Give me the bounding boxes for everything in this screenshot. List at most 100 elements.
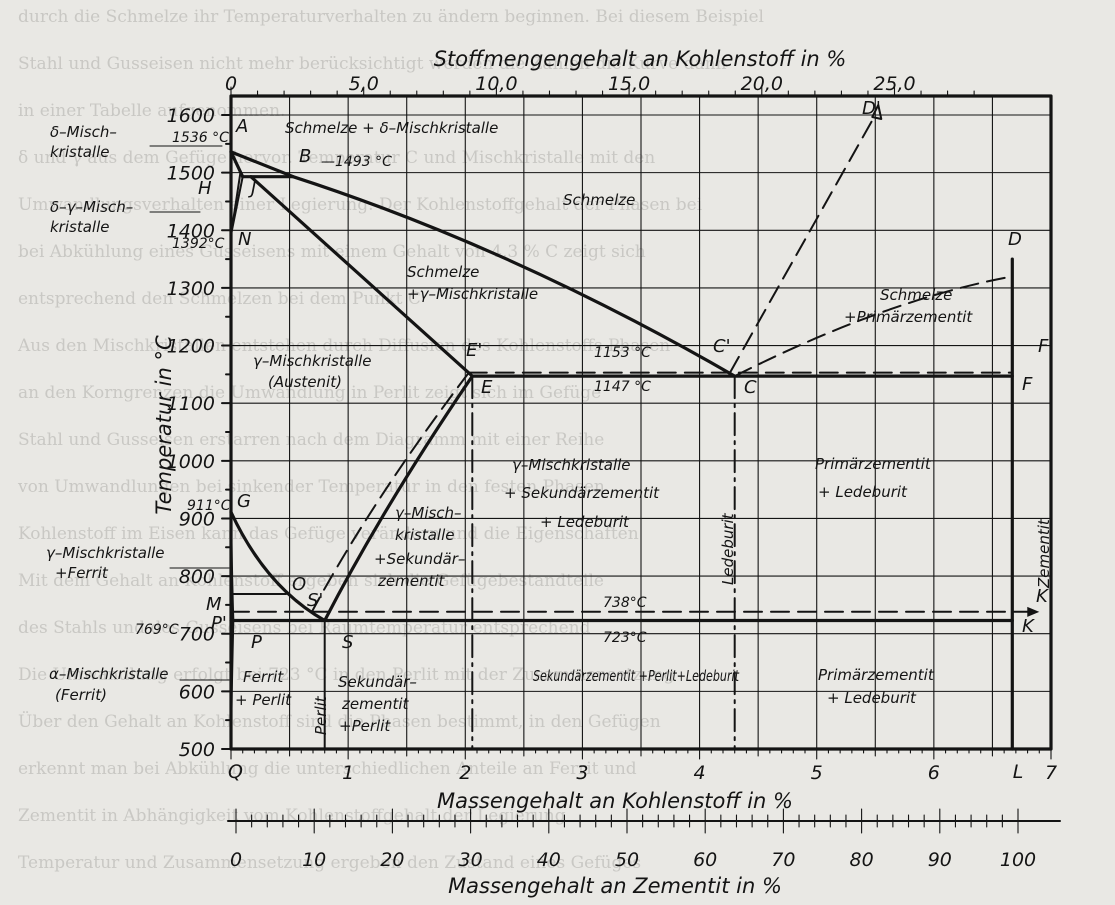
stable-acm-line [310, 371, 470, 613]
left-tick-label: 1400 [167, 220, 215, 242]
left-tick-label: 1200 [167, 336, 215, 358]
point-P: P [251, 632, 262, 653]
background-text-line: Über den Gehalt an Kohlenstoff sind die … [18, 711, 661, 732]
point-H: H [198, 178, 212, 199]
top-tick-label: 5,0 [349, 73, 379, 95]
label-delta-gamma-line1: δ–γ–Misch– [50, 198, 133, 216]
region-zementit-vertical: Zementit [1035, 518, 1053, 589]
gamma-solidus [249, 175, 474, 378]
arrow-k-prime [1027, 606, 1040, 617]
background-text-line: entsprechend den Schmelzen bei dem Punkt… [18, 289, 421, 309]
region-ferrit-perlit-line1: Ferrit [243, 668, 284, 686]
region-gamma-sekundaer-line3: +Sekundär– [374, 550, 465, 568]
bottom-tick-label: 6 [928, 762, 940, 784]
label-delta-line1: δ–Misch– [50, 123, 117, 141]
bottom-tick-label: 3 [576, 762, 588, 784]
left-tick-label: 1500 [167, 163, 215, 185]
left-tick-label: 1300 [167, 278, 215, 300]
region-gsl-line1: γ–Mischkristalle [512, 456, 631, 474]
point-O: O [292, 574, 306, 595]
temp-1147: 1147 °C [594, 379, 651, 395]
left-tick-label: 1600 [167, 105, 215, 127]
point-N: N [238, 229, 251, 250]
region-schmelze-gamma-line2: +γ–Mischkristalle [407, 285, 538, 303]
region-schmelze: Schmelze [563, 191, 635, 209]
left-tick-label: 1100 [167, 393, 215, 415]
label-delta-line2: kristalle [50, 143, 109, 161]
cementite-tick-label: 0 [230, 849, 242, 871]
arrow-d-prime [871, 104, 883, 120]
top-axis-title: Stoffmengengehalt an Kohlenstoff in % [434, 47, 847, 71]
point-B: B [299, 146, 311, 167]
background-text-line: Umwandlungsverhalten einer Legierung. De… [18, 195, 703, 215]
region-primaer-ledeburit-low-line2: + Ledeburit [827, 689, 917, 707]
region-austenit-line1: γ–Mischkristalle [253, 352, 372, 370]
region-primaer-ledeburit-low-line1: Primärzementit [818, 666, 935, 684]
region-sekundaer-perlit-line3: +Perlit [339, 717, 391, 735]
background-text-line: δ und γ aus dem Gefüge hervor. Temperatu… [18, 148, 655, 168]
top-tick-label: 25,0 [873, 73, 915, 95]
temp-1153: 1153 °C [594, 345, 651, 361]
point-G: G [237, 491, 251, 512]
bottom-tick-label: 4 [694, 762, 706, 784]
delta-solvus [230, 150, 242, 236]
point-A: A [235, 116, 248, 137]
temp-1536: 1536 °C [172, 130, 229, 146]
cementite-axis-title: Massengehalt an Zementit in % [448, 874, 782, 898]
region-schmelze-primaer-line2: +Primärzementit [844, 308, 973, 326]
region-ferrit-perlit-line2: + Perlit [235, 691, 292, 709]
bottom-tick-label: 1 [342, 762, 354, 784]
top-tick-labels: 0 5,0 10,0 15,0 20,0 25,0 [225, 73, 916, 95]
top-tick-label: 15,0 [608, 73, 650, 95]
cementite-tick-label: 50 [615, 849, 639, 871]
point-E: E [481, 377, 493, 398]
point-M: M [206, 594, 222, 615]
phase-lines [149, 104, 1041, 751]
point-E-prime: E' [466, 340, 482, 361]
point-S: S [342, 632, 353, 653]
label-alpha-ferrit-line1: α–Mischkristalle [49, 665, 169, 683]
top-tick-label: 0 [225, 73, 237, 95]
region-gsl-line2: + Sekundärzementit [504, 484, 660, 502]
background-text-line: Temperatur und Zusammensetzung ergeben d… [18, 853, 641, 873]
cd-line [733, 275, 1014, 378]
left-tick-labels: 1600 1500 1400 1300 1200 1100 1000 900 800 700 600… [167, 105, 215, 761]
cementite-tick-label: 90 [928, 849, 952, 871]
liquidus-line [229, 150, 737, 378]
pq-line [230, 619, 235, 748]
point-P-prime: P' [211, 613, 227, 634]
left-tick-label: 600 [179, 681, 215, 703]
temp-1493: —1493 °C [321, 154, 392, 170]
region-ledeburit-vertical: Ledeburit [719, 512, 737, 585]
cementite-tick-label: 20 [380, 849, 404, 871]
region-gamma-sekundaer-line4: zementit [377, 572, 445, 590]
point-D-prime: D' [862, 98, 881, 119]
background-text-line: Stahl und Gusseisen nicht mehr berücksic… [18, 54, 727, 74]
region-sekundaer-perlit-line2: zementit [341, 695, 409, 713]
region-primaer-ledeburit-line1: Primärzementit [815, 455, 932, 473]
temp-723: 723°C [603, 630, 647, 646]
left-tick-label: 700 [179, 624, 215, 646]
cementite-tick-labels: 0 10 20 30 40 50 60 70 80 90 100 [230, 849, 1036, 871]
background-text-line: des Stahls und des Gusseisens bei Raumte… [18, 618, 591, 638]
cementite-tick-label: 10 [302, 849, 326, 871]
background-text-line: an den Korngrenzen die Umwandlung in Per… [18, 383, 601, 403]
label-gamma-ferrit-line1: γ–Mischkristalle [46, 544, 165, 562]
point-F: F [1022, 374, 1033, 395]
point-F-prime: F' [1038, 336, 1053, 357]
region-austenit-line2: (Austenit) [268, 373, 342, 391]
left-tick-label: 500 [179, 739, 215, 761]
point-K: K [1022, 616, 1035, 637]
region-perlit-vertical: Perlit [312, 695, 330, 735]
background-text-line: durch die Schmelze ihr Temperaturverhalt… [18, 7, 764, 27]
cementite-tick-label: 30 [459, 849, 483, 871]
cementite-tick-label: 80 [850, 849, 874, 871]
left-axis-title: Temperatur in °C [152, 335, 176, 515]
cementite-tick-label: 70 [771, 849, 795, 871]
background-text-line: erkennt man bei Abkühlung die unterschie… [18, 759, 637, 779]
acm-line [323, 374, 474, 623]
background-text-line: Kohlenstoff im Eisen kann das Gefüge ver… [18, 524, 639, 544]
cementite-tick-label: 100 [1000, 849, 1036, 871]
region-primaer-ledeburit-line2: + Ledeburit [818, 483, 908, 501]
